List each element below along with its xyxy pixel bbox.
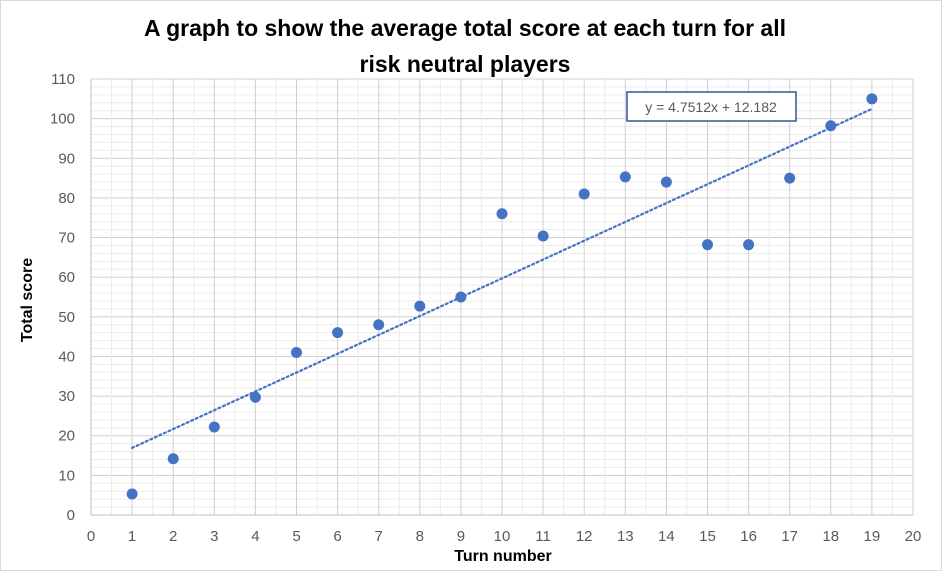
data-point bbox=[537, 230, 549, 242]
y-tick-label: 70 bbox=[58, 230, 75, 247]
data-point bbox=[455, 291, 467, 303]
chart-title-line: A graph to show the average total score … bbox=[144, 15, 786, 41]
data-point bbox=[743, 239, 755, 251]
data-point bbox=[619, 171, 631, 183]
y-tick-label: 60 bbox=[58, 269, 75, 286]
data-point bbox=[208, 421, 220, 433]
x-tick-label: 13 bbox=[617, 528, 634, 545]
x-tick-label: 0 bbox=[87, 528, 95, 545]
x-tick-label: 4 bbox=[251, 528, 259, 545]
y-tick-label: 90 bbox=[58, 150, 75, 167]
data-point bbox=[249, 391, 261, 403]
x-tick-label: 7 bbox=[375, 528, 383, 545]
y-tick-label: 110 bbox=[51, 71, 75, 88]
y-tick-label: 30 bbox=[58, 388, 75, 405]
trendline-equation-box: y = 4.7512x + 12.182 bbox=[626, 91, 797, 122]
data-point bbox=[167, 453, 179, 465]
data-points bbox=[126, 93, 878, 500]
y-tick-label: 20 bbox=[58, 428, 75, 445]
y-tick-label: 50 bbox=[58, 309, 75, 326]
y-tick-label: 80 bbox=[58, 190, 75, 207]
x-tick-label: 9 bbox=[457, 528, 465, 545]
data-point bbox=[291, 346, 302, 358]
x-tick-label: 10 bbox=[494, 528, 511, 545]
data-point bbox=[660, 176, 672, 188]
trendline-group bbox=[131, 107, 874, 449]
x-tick-label: 19 bbox=[864, 528, 881, 545]
y-tick-label: 100 bbox=[50, 111, 75, 128]
x-tick-label: 3 bbox=[210, 528, 218, 545]
tick-labels: 0 1 2 3 4 5 6 7 8 9 10 11 12 13 14 15 16 17 18 19 2001020304… bbox=[50, 71, 921, 545]
trendline bbox=[131, 107, 874, 449]
grid-lines bbox=[90, 78, 914, 516]
x-tick-label: 1 bbox=[128, 528, 136, 545]
y-tick-label: 10 bbox=[58, 467, 75, 484]
data-point bbox=[332, 327, 344, 339]
chart-title: A graph to show the average total score … bbox=[144, 15, 786, 77]
x-tick-label: 2 bbox=[169, 528, 177, 545]
x-tick-label: 14 bbox=[658, 528, 675, 545]
data-point bbox=[414, 300, 426, 312]
x-tick-label: 8 bbox=[416, 528, 424, 545]
equation-box bbox=[626, 91, 797, 122]
data-point bbox=[825, 120, 837, 132]
data-point bbox=[702, 239, 713, 251]
x-tick-label: 12 bbox=[576, 528, 593, 545]
x-tick-label: 17 bbox=[781, 528, 798, 545]
axes bbox=[90, 79, 913, 516]
x-axis-title: Turn number bbox=[454, 548, 551, 565]
y-axis-title: Total score bbox=[19, 258, 36, 342]
x-tick-label: 16 bbox=[740, 528, 757, 545]
data-point bbox=[373, 319, 385, 331]
y-tick-label: 0 bbox=[67, 507, 75, 524]
data-point bbox=[126, 488, 138, 500]
y-tick-label: 40 bbox=[58, 348, 75, 365]
data-point bbox=[496, 208, 508, 220]
x-tick-label: 18 bbox=[822, 528, 839, 545]
chart-title-line: risk neutral players bbox=[360, 51, 571, 77]
x-tick-label: 20 bbox=[905, 528, 922, 545]
x-tick-label: 11 bbox=[535, 528, 551, 545]
axis-titles: Turn number Total score bbox=[19, 258, 552, 565]
data-point bbox=[784, 172, 796, 184]
data-point bbox=[866, 93, 878, 105]
trendline-equation: y = 4.7512x + 12.182 bbox=[645, 99, 777, 115]
data-point bbox=[578, 188, 590, 200]
x-tick-label: 6 bbox=[333, 528, 341, 545]
x-tick-label: 5 bbox=[292, 528, 300, 545]
x-tick-label: 15 bbox=[699, 528, 716, 545]
